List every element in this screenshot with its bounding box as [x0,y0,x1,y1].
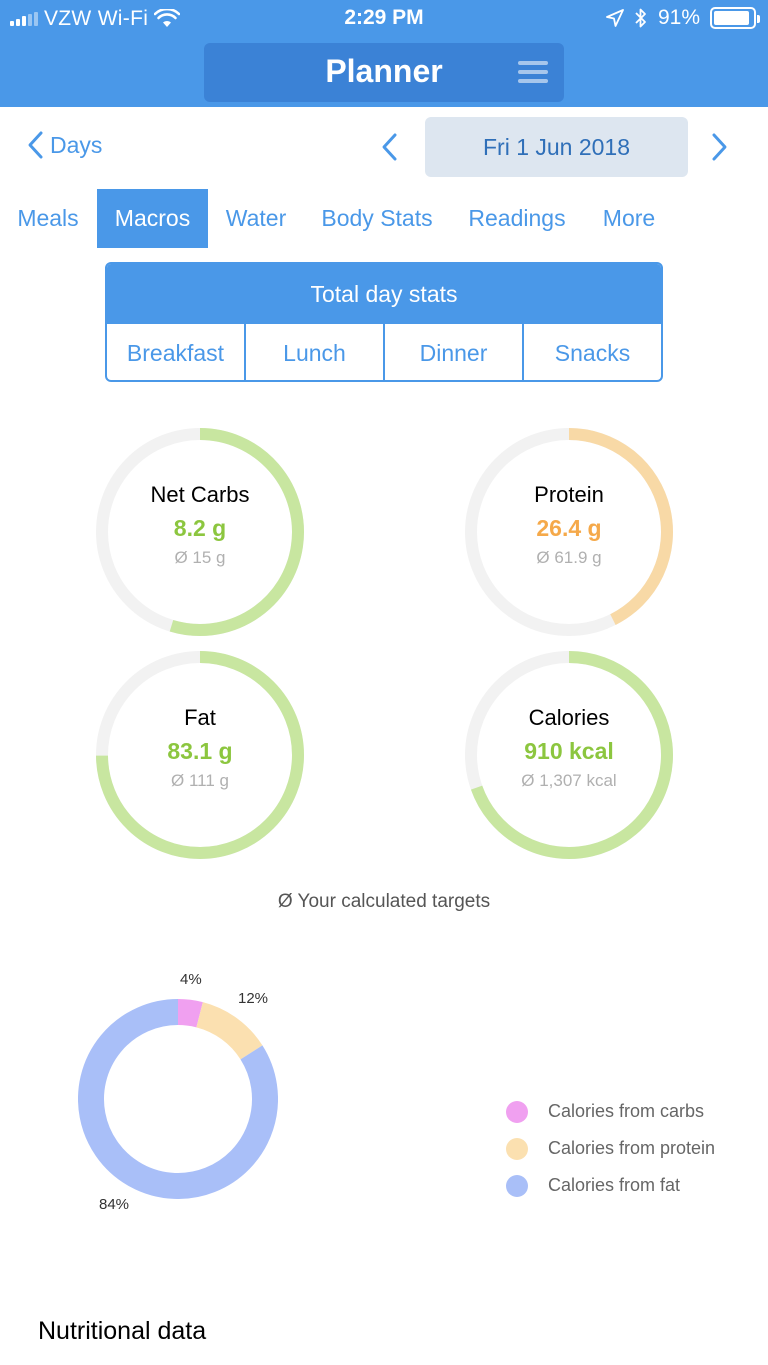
ring-title: Net Carbs [150,482,250,507]
tab-bar: Meals Macros Water Body Stats Readings M… [0,189,768,248]
ring-title: Protein [534,482,604,507]
signal-icon [10,12,38,26]
battery-icon [710,7,760,29]
legend-label: Calories from protein [548,1138,716,1158]
legend-item-fat: Calories from fat [506,1167,715,1204]
fat-ring-graphic [96,651,304,859]
status-right: 91% [606,6,760,30]
ring-value: 910 kcal [524,738,614,764]
calories-breakdown-donut [78,999,278,1199]
ring-title: Fat [184,705,216,730]
ring-progress-arc [568,428,673,625]
tab-readings[interactable]: Readings [468,205,566,231]
legend-item-protein: Calories from protein [506,1130,715,1167]
meal-segment-control: Total day stats Breakfast Lunch Dinner S… [105,262,663,382]
status-bar: VZW Wi-Fi 2:29 PM 91% [0,0,768,38]
title-menu-button[interactable]: Planner [204,43,564,102]
segment-breakfast[interactable]: Breakfast [126,340,225,366]
legend-dot [506,1137,528,1160]
previous-day-button[interactable] [380,132,398,162]
calculated-targets-note: Ø Your calculated targets [277,891,491,912]
carbs-slice [177,999,203,1028]
segment-meal-row: Breakfast Lunch Dinner Snacks [107,324,661,380]
carrier-label: VZW Wi-Fi [44,7,149,30]
tab-water[interactable]: Water [225,205,287,231]
status-time: 2:29 PM [344,6,424,29]
ring-target: Ø 111 g [171,771,229,790]
ring-target: Ø 61.9 g [536,548,602,567]
fat-percent-label: 84% [99,1196,130,1213]
battery-percent: 91% [657,6,700,29]
protein-ring-graphic [465,428,673,636]
ring-value: 26.4 g [536,515,602,541]
tab-more[interactable]: More [602,205,656,231]
ring-target: Ø 1,307 kcal [521,771,617,790]
fat-slice [78,999,278,1199]
status-left: VZW Wi-Fi [10,7,181,31]
protein-percent-label: 12% [238,990,269,1007]
tab-meals[interactable]: Meals [17,205,79,231]
segment-lunch[interactable]: Lunch [244,324,383,380]
next-day-button[interactable] [711,132,729,162]
protein-ring[interactable]: Protein 26.4 g Ø 61.9 g [463,426,675,638]
nutritional-data-heading: Nutritional data [38,1317,207,1345]
segment-snacks[interactable]: Snacks [522,324,661,380]
tab-body-stats[interactable]: Body Stats [321,205,433,231]
page-title: Planner [325,53,443,89]
segment-total-day-stats[interactable]: Total day stats [107,264,661,324]
net-carbs-ring-graphic [96,428,304,636]
ring-value: 83.1 g [167,738,233,764]
ring-title: Calories [528,705,610,730]
tab-macros[interactable]: Macros [97,189,208,248]
ring-value: 8.2 g [173,515,227,541]
current-date-button[interactable]: Fri 1 Jun 2018 [425,117,688,177]
donut-legend: Calories from carbs Calories from protei… [506,1093,715,1204]
ring-progress-arc [96,651,304,859]
calories-ring[interactable]: Calories 910 kcal Ø 1,307 kcal [463,649,675,861]
top-bar: VZW Wi-Fi 2:29 PM 91% Planner [0,0,768,107]
wifi-icon [154,9,181,27]
days-back-button[interactable]: Days [26,130,102,160]
net-carbs-ring[interactable]: Net Carbs 8.2 g Ø 15 g [94,426,306,638]
protein-slice [195,1002,263,1060]
bluetooth-icon [635,8,646,28]
legend-dot [506,1100,528,1123]
segment-dinner[interactable]: Dinner [383,324,522,380]
hamburger-menu-icon[interactable] [518,61,548,83]
fat-ring[interactable]: Fat 83.1 g Ø 111 g [94,649,306,861]
ring-target: Ø 15 g [174,548,226,567]
legend-label: Calories from carbs [548,1101,705,1121]
ring-progress-arc [470,651,673,859]
days-back-label: Days [50,131,103,158]
ring-progress-arc [169,428,304,636]
location-arrow-icon [606,9,624,27]
carbs-percent-label: 4% [180,971,202,988]
legend-dot [506,1174,528,1197]
legend-label: Calories from fat [548,1175,681,1195]
calories-ring-graphic [465,651,673,859]
chevron-left-icon [28,131,43,159]
legend-item-carbs: Calories from carbs [506,1093,715,1130]
